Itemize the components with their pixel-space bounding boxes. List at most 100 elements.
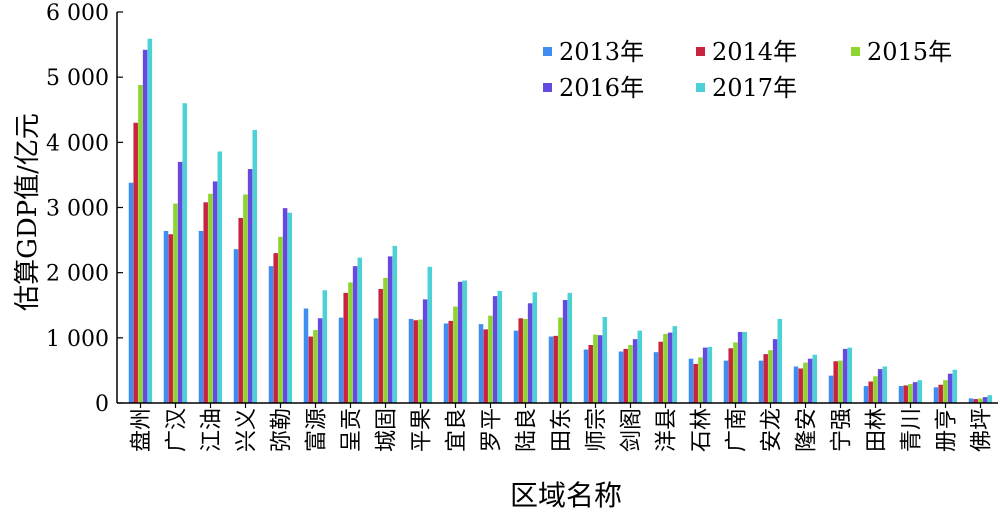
bar [252,129,258,403]
bar [133,122,138,403]
bar [628,345,633,403]
bar [702,347,708,403]
bar [532,292,538,403]
bar [828,375,834,403]
x-tick-label: 师宗 [585,408,610,452]
bar [938,384,943,403]
bar [917,380,923,403]
x-tick-label: 佛坪 [970,408,995,452]
y-tick-label: 2 000 [46,262,109,287]
bar [567,292,573,403]
y-tick-label: 4 000 [46,131,109,156]
bar [553,335,558,403]
bar [497,290,503,403]
x-tick-label: 青川 [900,408,925,452]
bar [198,230,204,403]
bar [373,318,379,403]
bar [173,203,178,403]
bar [593,334,598,403]
y-tick-label: 3 000 [46,197,109,222]
bar [548,336,554,403]
bar [128,182,134,403]
bar [513,330,519,403]
legend-swatch [696,47,705,56]
x-tick-label: 陆良 [515,408,540,452]
bar [142,49,148,404]
legend-label: 2014年 [712,38,797,66]
bar [273,253,278,403]
bar [387,256,393,404]
bar [268,266,274,403]
bar [238,217,243,403]
bar [868,381,873,403]
x-tick-label: 广汉 [165,408,190,452]
x-tick-label: 石林 [690,408,715,452]
bar [163,230,169,403]
legend-swatch [543,83,552,92]
bar [233,249,239,403]
bar [793,366,799,403]
bar [413,320,418,403]
bar [427,266,433,403]
bar [523,318,528,403]
bar [357,257,363,403]
bar [278,236,283,403]
bar [408,318,414,403]
x-tick-label: 安龙 [760,408,785,452]
bar [392,245,398,403]
bar [803,362,808,403]
x-tick-label: 江油 [200,408,225,452]
bar [422,299,428,403]
bar [322,290,328,403]
x-tick-label: 广南 [725,408,750,452]
x-tick-label: 平果 [410,408,435,452]
bar [583,349,589,403]
bar [212,181,218,403]
bar [772,339,778,403]
bar [873,376,878,403]
bar [798,368,803,403]
y-tick-label: 5 000 [46,66,109,91]
bar [952,369,958,403]
bar [903,385,908,403]
bar [807,358,813,403]
legend-label: 2013年 [559,38,644,66]
bar [243,194,248,403]
bar [177,161,183,403]
bar [462,280,468,403]
x-tick-label: 册亨 [935,408,960,452]
bar [637,330,643,403]
legend-swatch [696,83,705,92]
bar [597,335,603,403]
bar [378,288,383,403]
bar [847,347,853,403]
legend-label: 2015年 [867,38,952,66]
bar [898,386,904,403]
bar [352,266,358,403]
bar [698,357,703,403]
bar [672,326,678,403]
legend: 2013年 2014年 2015年 2016年 2017年 [543,38,952,102]
bar [623,348,628,403]
bar [168,234,173,403]
bar [768,350,773,403]
bar [203,202,208,403]
bar [287,212,293,403]
bar [558,317,563,403]
bar [723,360,729,403]
bar [303,308,309,403]
bar [138,84,143,404]
bar [418,319,423,403]
x-tick-label: 盘州 [130,408,155,452]
legend-swatch [851,47,860,56]
bar [877,369,883,403]
bar [527,303,533,403]
bar [483,329,488,403]
bar [777,318,783,403]
bar [453,306,458,403]
bar [728,348,733,403]
bar [968,398,974,403]
bar [588,345,593,403]
x-categories-layer: 盘州 广汉 江油 兴义 弥勒 富源 呈贡 城固 平果 宜良 罗平 陆良 田东 师宗 剑阁 洋县 石林 广南 安龙 隆安… [130,403,995,452]
bar [313,330,318,403]
